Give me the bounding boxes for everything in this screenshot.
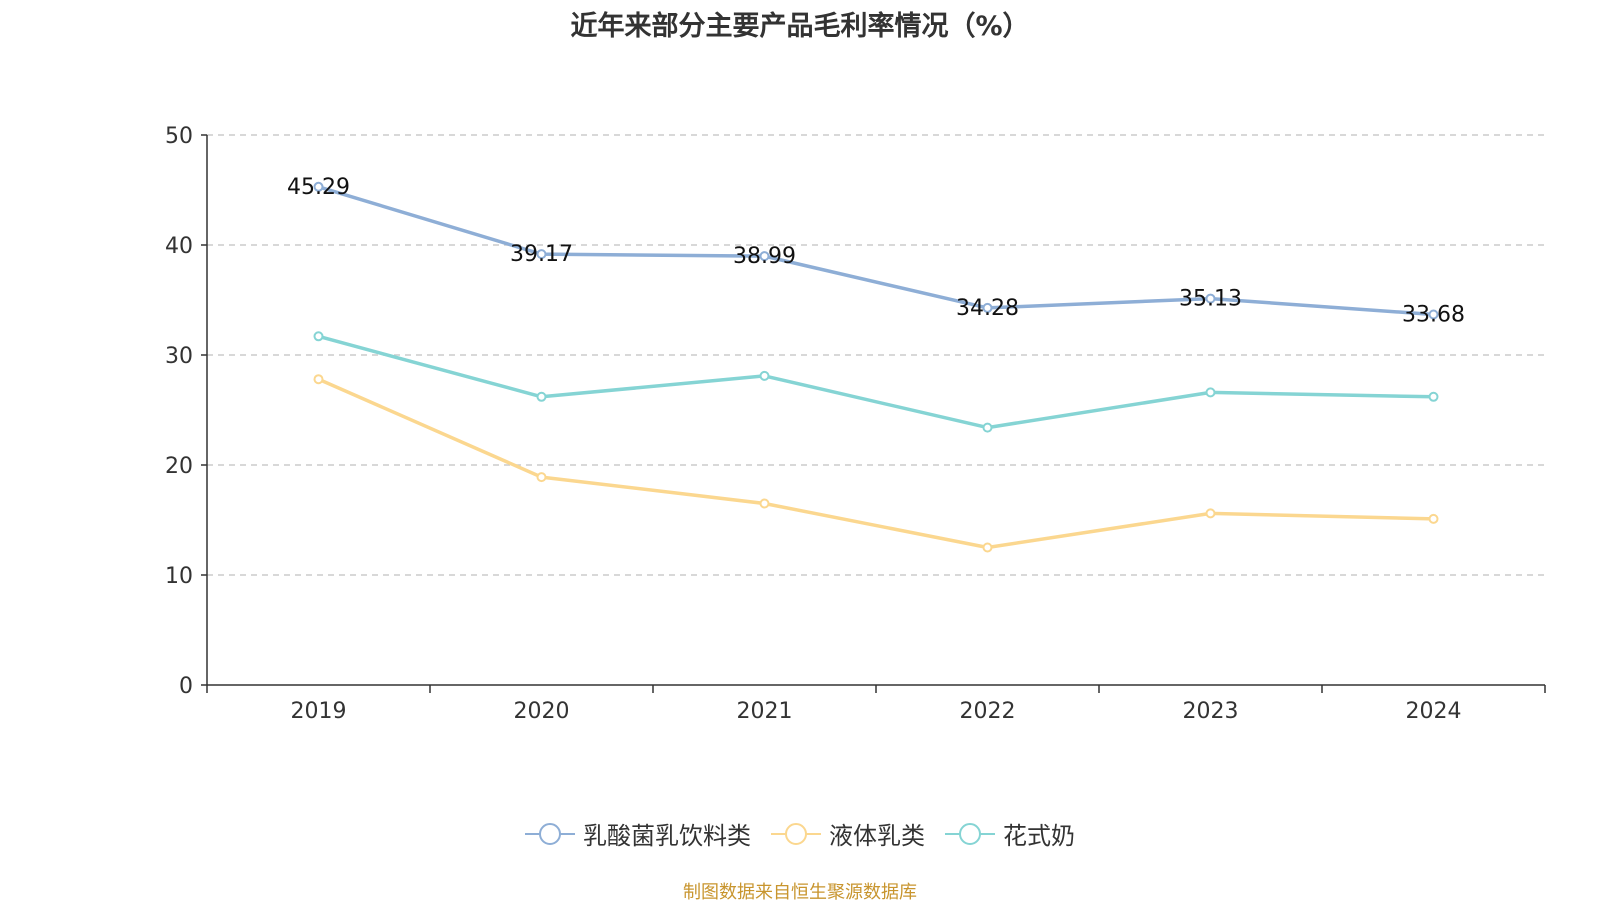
data-point — [536, 249, 547, 260]
x-tick-label: 2020 — [514, 699, 570, 724]
data-point — [313, 374, 324, 385]
chart-title: 近年来部分主要产品毛利率情况（%） — [570, 11, 1030, 42]
axes: 0 10 20 30 40 50 2019 2020 2021 2022 2023 2024 — [165, 124, 1546, 724]
data-labels: 45.29 39.17 38.99 34.28 35.13 33.68 — [287, 175, 1465, 328]
data-label: 38.99 — [733, 244, 796, 269]
source-note: 制图数据来自恒生聚源数据库 — [683, 882, 917, 903]
legend-swatch-icon — [771, 820, 821, 848]
data-label: 39.17 — [510, 242, 573, 267]
y-tick-label: 20 — [165, 454, 193, 479]
data-point — [313, 331, 324, 342]
x-tick-label: 2024 — [1406, 699, 1462, 724]
legend-label: 花式奶 — [1003, 822, 1075, 850]
data-label: 34.28 — [956, 296, 1019, 321]
y-tick-label: 10 — [165, 564, 193, 589]
data-point — [759, 370, 770, 381]
data-point — [759, 498, 770, 509]
legend-item[interactable]: 乳酸菌乳饮料类 — [525, 816, 751, 851]
legend-item[interactable]: 花式奶 — [945, 816, 1075, 851]
x-tick-label: 2022 — [960, 699, 1016, 724]
legend-label: 液体乳类 — [829, 822, 925, 850]
series-line — [317, 185, 1434, 317]
data-point — [982, 302, 993, 313]
legend-item[interactable]: 液体乳类 — [771, 816, 925, 851]
grid-lines — [207, 134, 1545, 576]
data-point — [982, 422, 993, 433]
data-label: 35.13 — [1179, 287, 1242, 312]
x-tick-label: 2023 — [1183, 699, 1239, 724]
data-point — [1205, 508, 1216, 519]
legend-label: 乳酸菌乳饮料类 — [583, 822, 751, 850]
legend-swatch-icon — [525, 820, 575, 848]
data-point — [536, 391, 547, 402]
data-point — [536, 472, 547, 483]
y-tick-label: 40 — [165, 234, 193, 259]
data-label: 45.29 — [287, 175, 350, 200]
data-point — [313, 181, 324, 192]
data-point — [1428, 391, 1439, 402]
x-tick-label: 2019 — [291, 699, 347, 724]
series-line — [317, 377, 1434, 550]
data-point — [1428, 309, 1439, 320]
data-label: 33.68 — [1402, 303, 1465, 328]
y-tick-label: 50 — [165, 124, 193, 149]
series — [313, 181, 1439, 553]
y-tick-label: 30 — [165, 344, 193, 369]
legend-swatch-icon — [945, 820, 995, 848]
data-point — [759, 251, 770, 262]
data-point — [1205, 293, 1216, 304]
data-point — [1428, 513, 1439, 524]
legend: 乳酸菌乳饮料类 液体乳类 花式奶 — [0, 816, 1600, 851]
data-point — [1205, 387, 1216, 398]
series-line — [318, 334, 1434, 430]
y-tick-label: 0 — [179, 674, 193, 699]
data-point — [982, 542, 993, 553]
x-tick-label: 2021 — [737, 699, 793, 724]
